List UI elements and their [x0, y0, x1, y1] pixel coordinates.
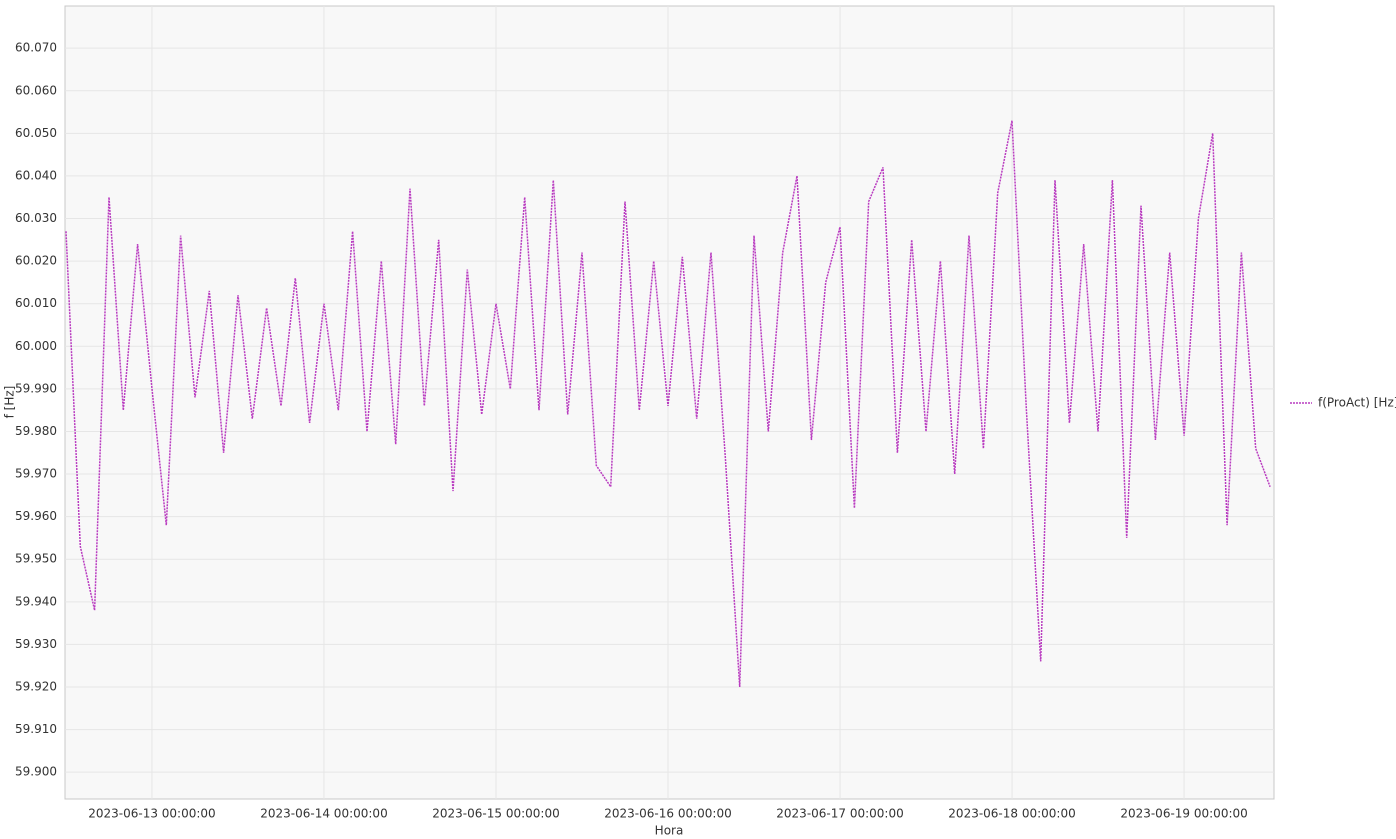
- y-tick-label: 60.040: [15, 168, 57, 182]
- x-tick-label: 2023-06-17 00:00:00: [776, 807, 903, 821]
- x-tick-label: 2023-06-18 00:00:00: [948, 807, 1075, 821]
- data-line: [65, 120, 1271, 688]
- y-tick-label: 60.070: [15, 41, 57, 55]
- y-tick-label: 59.920: [15, 679, 57, 693]
- x-tick-label: 2023-06-14 00:00:00: [260, 807, 387, 821]
- y-tick-label: 59.910: [15, 722, 57, 736]
- y-tick-label: 60.050: [15, 126, 57, 140]
- y-tick-label: 59.930: [15, 637, 57, 651]
- y-tick-label: 60.000: [15, 339, 57, 353]
- y-tick-label: 59.980: [15, 424, 57, 438]
- y-tick-label: 59.990: [15, 381, 57, 395]
- y-tick-label: 59.940: [15, 594, 57, 608]
- x-tick-label: 2023-06-16 00:00:00: [604, 807, 731, 821]
- x-tick-label: 2023-06-15 00:00:00: [432, 807, 559, 821]
- y-tick-label: 60.020: [15, 254, 57, 268]
- x-axis-label: Hora: [655, 824, 684, 838]
- y-tick-label: 59.950: [15, 552, 57, 566]
- plot-area: [64, 5, 1275, 800]
- y-tick-label: 59.960: [15, 509, 57, 523]
- y-tick-label: 60.010: [15, 296, 57, 310]
- y-tick-label: 60.060: [15, 83, 57, 97]
- y-tick-label: 59.900: [15, 765, 57, 779]
- legend-label: f(ProAct) [Hz]: [1318, 396, 1396, 410]
- y-axis-label: f [Hz]: [3, 386, 17, 419]
- x-tick-label: 2023-06-13 00:00:00: [88, 807, 215, 821]
- y-tick-label: 59.970: [15, 467, 57, 481]
- y-tick-label: 60.030: [15, 211, 57, 225]
- x-tick-label: 2023-06-19 00:00:00: [1120, 807, 1247, 821]
